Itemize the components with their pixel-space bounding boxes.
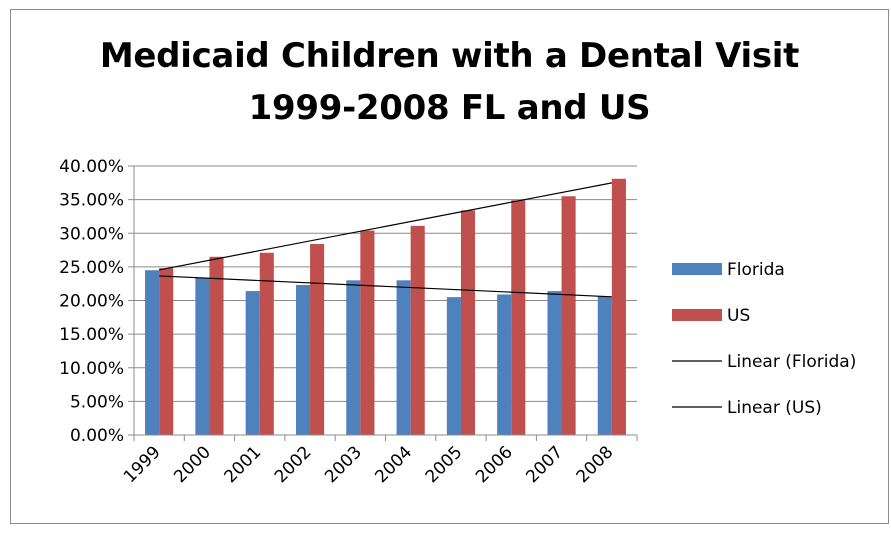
bars	[145, 178, 626, 435]
x-tick-label: 2005	[422, 442, 467, 487]
y-tick-label: 15.00%	[59, 325, 124, 345]
chart-title-line-2: 1999-2008 FL and US	[248, 88, 651, 128]
bar-us-2004	[410, 225, 425, 435]
bar-florida-2001	[245, 291, 260, 435]
y-tick-label: 40.00%	[59, 157, 124, 177]
x-tick-label: 2008	[573, 442, 618, 487]
y-tick-label: 30.00%	[59, 224, 124, 244]
bar-us-2003	[360, 230, 375, 435]
y-tick-label: 35.00%	[59, 191, 124, 211]
y-tick-label: 0.00%	[70, 426, 124, 446]
legend-linear-us-label: Linear (US)	[727, 398, 822, 418]
bar-us-1999	[159, 268, 174, 435]
bar-us-2000	[209, 256, 224, 435]
bar-us-2006	[511, 200, 526, 435]
bar-us-2007	[561, 196, 576, 435]
bar-us-2001	[259, 252, 274, 435]
bar-florida-2006	[497, 294, 512, 435]
y-tick-label: 5.00%	[70, 392, 124, 412]
y-tick-label: 25.00%	[59, 258, 124, 278]
legend: Florida US Linear (Florida) Linear (US)	[672, 260, 856, 418]
x-tick-label: 2006	[472, 442, 517, 487]
x-tick-label: 1999	[120, 442, 165, 487]
trendline-florida	[159, 275, 612, 298]
bar-florida-2000	[195, 277, 210, 435]
x-tick-label: 2003	[321, 442, 366, 487]
y-tick-label: 10.00%	[59, 359, 124, 379]
bar-florida-2004	[396, 280, 411, 435]
legend-linear-florida-label: Linear (Florida)	[727, 352, 856, 372]
trendline-us	[159, 182, 612, 271]
bar-us-2002	[310, 244, 325, 435]
bar-florida-2008	[597, 296, 612, 435]
legend-us-swatch	[672, 309, 722, 321]
x-tick-label: 2001	[221, 442, 266, 487]
y-tick-label: 20.00%	[59, 292, 124, 312]
legend-us-label: US	[727, 306, 750, 326]
bar-florida-2003	[346, 280, 361, 435]
x-tick-label: 2002	[271, 442, 316, 487]
legend-florida-label: Florida	[727, 260, 785, 280]
bar-florida-2007	[547, 291, 562, 435]
bar-florida-2005	[446, 297, 461, 435]
bar-florida-1999	[145, 270, 160, 435]
bar-us-2005	[460, 210, 476, 435]
x-tick-label: 2000	[170, 442, 215, 487]
bar-florida-2002	[295, 285, 311, 435]
trendlines	[159, 182, 612, 298]
chart-title-line-1: Medicaid Children with a Dental Visit	[99, 36, 800, 76]
x-tick-label: 2007	[522, 442, 567, 487]
legend-florida-swatch	[672, 263, 722, 275]
bar-us-2008	[611, 178, 626, 435]
x-tick-label: 2004	[371, 442, 416, 487]
